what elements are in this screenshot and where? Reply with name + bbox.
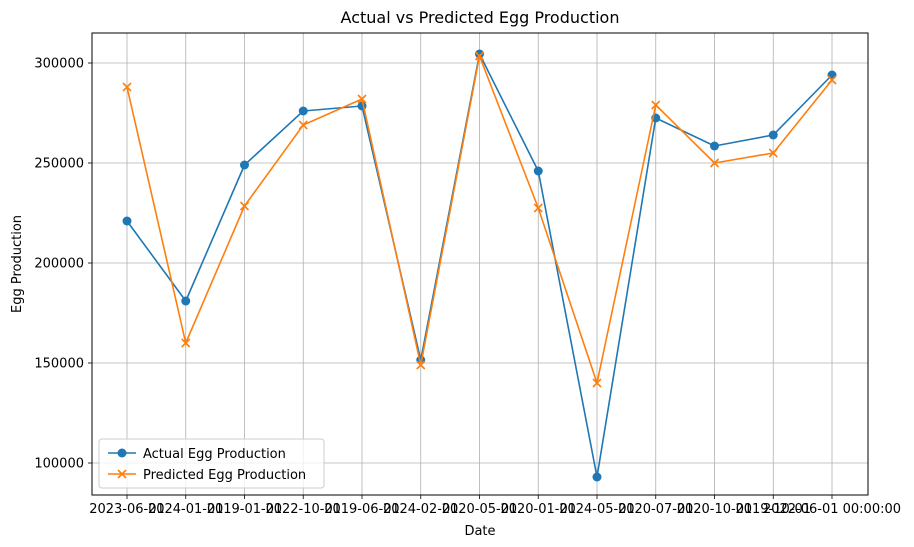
x-tick-label: 2024-02-01 <box>383 502 459 517</box>
data-point-actual <box>181 296 191 306</box>
data-point-actual <box>475 49 484 59</box>
grid-lines <box>92 33 868 495</box>
data-point-actual <box>298 106 308 116</box>
data-point-predicted <box>768 148 778 158</box>
y-tick-label: 250000 <box>34 157 84 172</box>
x-tick-label: 2020-07-01 <box>618 502 694 517</box>
legend: Actual Egg Production Predicted Egg Prod… <box>98 438 325 489</box>
legend-box <box>98 438 325 489</box>
data-point-actual <box>533 166 543 176</box>
x-tick-label: 2020-10-01 <box>677 502 753 517</box>
legend-swatch-predicted-marker <box>117 469 127 479</box>
y-tick-label: 200000 <box>34 257 84 272</box>
data-point-predicted <box>592 378 602 388</box>
x-tick-label: 2019-06-01 <box>324 502 400 517</box>
y-axis: 100000 150000 200000 250000 300000 <box>34 57 92 472</box>
chart-title: Actual vs Predicted Egg Production <box>341 8 620 27</box>
x-tick-label: 2020-05-01 <box>442 502 518 517</box>
x-tick-label: 2022-06-01 00:00:00 <box>763 502 901 517</box>
x-tick-label: 2019-10-01 <box>735 502 811 517</box>
y-tick-label: 300000 <box>34 57 84 72</box>
data-point-actual <box>710 141 719 151</box>
data-point-actual <box>122 216 132 226</box>
data-point-predicted <box>651 100 661 110</box>
data-point-actual <box>768 130 778 140</box>
data-point-predicted <box>298 120 308 130</box>
x-tick-label: 2020-01-01 <box>500 502 576 517</box>
data-point-predicted <box>474 51 485 61</box>
y-tick-label: 150000 <box>34 357 84 372</box>
data-point-actual <box>827 70 837 80</box>
plot-area-frame <box>91 32 869 496</box>
x-axis: 2023-06-012024-01-012019-01-012022-10-01… <box>89 495 901 517</box>
x-tick-label: 2024-05-01 <box>559 502 635 517</box>
data-point-predicted <box>357 94 367 104</box>
x-tick-label: 2019-01-01 <box>207 502 283 517</box>
legend-label-actual: Actual Egg Production <box>143 447 286 462</box>
data-point-predicted <box>827 75 837 85</box>
x-tick-label: 2024-01-01 <box>148 502 224 517</box>
x-tick-label: 2023-06-01 <box>89 502 165 517</box>
x-axis-label: Date <box>464 524 495 539</box>
y-tick-label: 100000 <box>34 457 84 472</box>
y-axis-label: Egg Production <box>10 215 25 313</box>
data-point-predicted <box>181 338 191 348</box>
data-point-actual <box>592 472 602 482</box>
data-point-actual <box>240 160 249 170</box>
series-layer <box>122 49 837 482</box>
legend-swatch-actual-marker <box>117 448 127 458</box>
legend-label-predicted: Predicted Egg Production <box>143 468 306 483</box>
data-point-predicted <box>239 201 250 211</box>
data-point-predicted <box>533 203 543 213</box>
data-point-predicted <box>122 82 132 92</box>
data-point-predicted <box>416 360 426 370</box>
data-point-predicted <box>709 158 720 168</box>
x-tick-label: 2022-10-01 <box>265 502 341 517</box>
